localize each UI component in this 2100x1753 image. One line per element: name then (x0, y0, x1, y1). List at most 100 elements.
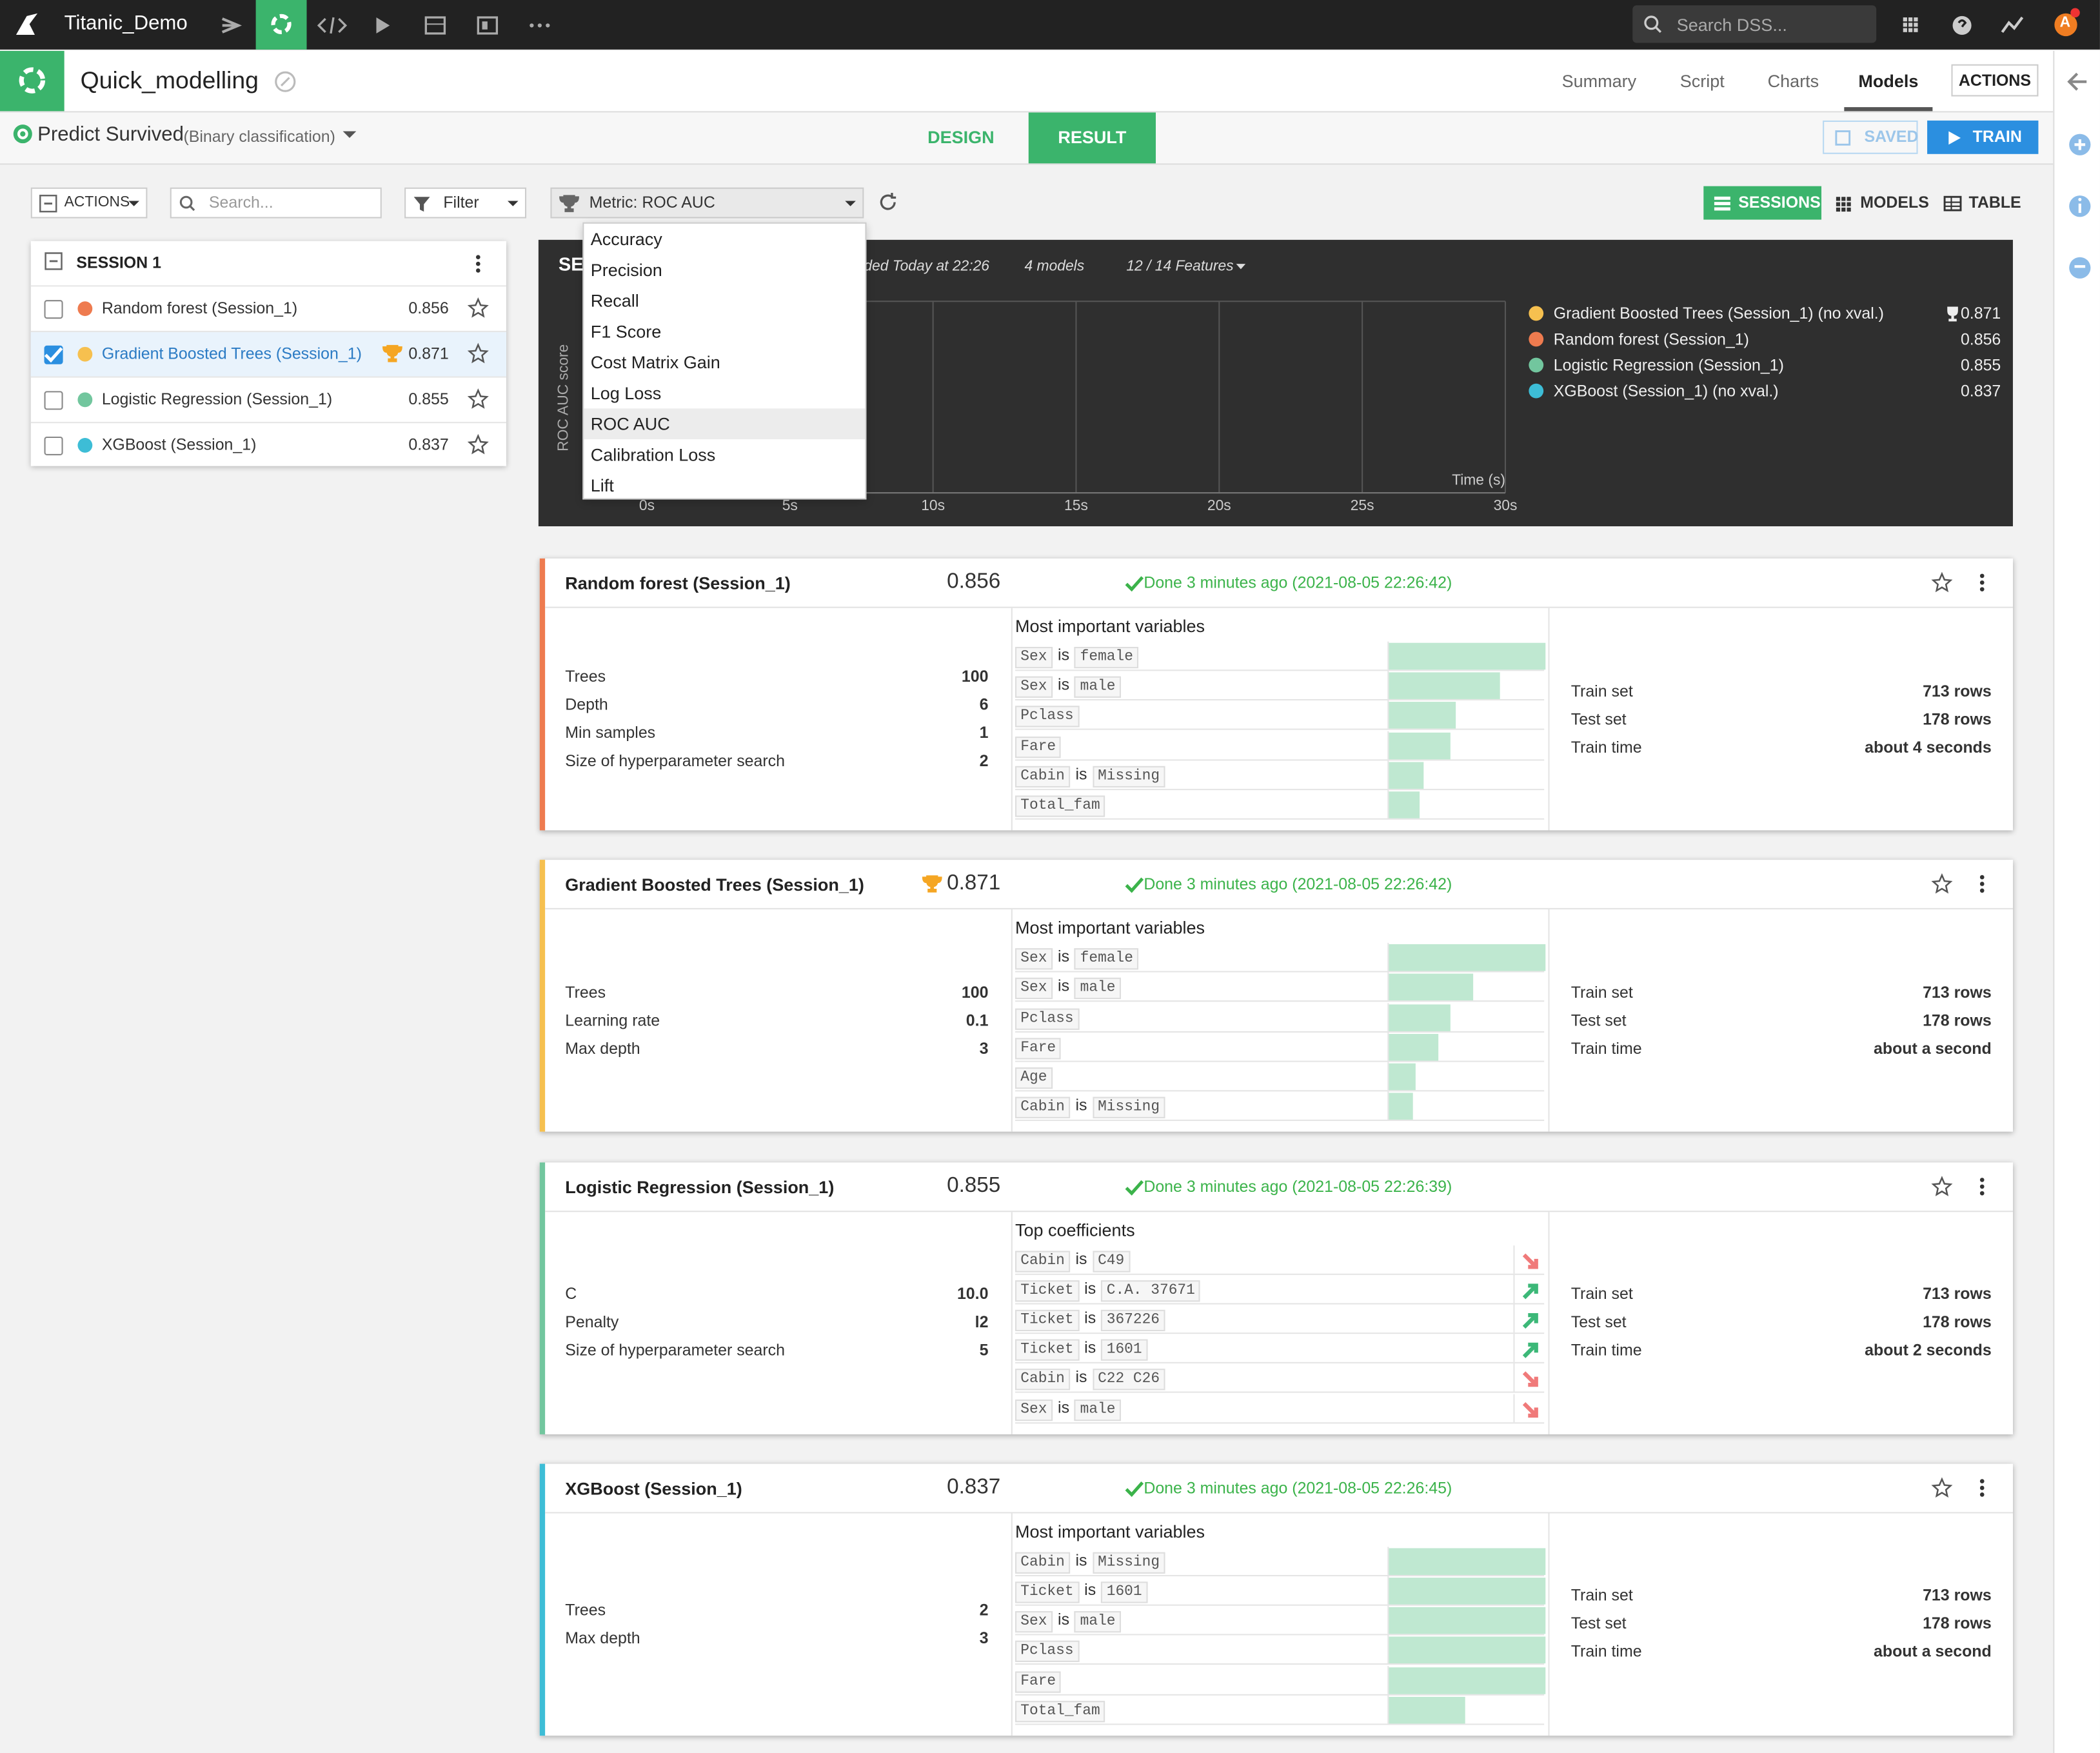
model-name[interactable]: Random forest (Session_1) (101, 299, 298, 318)
metric-select[interactable]: Metric: ROC AUC (550, 187, 864, 219)
session-row[interactable]: Random forest (Session_1) 0.856 (30, 285, 506, 331)
notification-dot (2070, 8, 2080, 17)
column-divider (1011, 608, 1013, 831)
star-icon[interactable] (1931, 571, 1953, 593)
search-ring (179, 195, 193, 209)
dots-icon[interactable] (468, 253, 489, 274)
model-name[interactable]: XGBoost (Session_1) (101, 435, 257, 454)
stat-value: about a second (1873, 1038, 1992, 1058)
star-icon[interactable] (1931, 873, 1953, 895)
metric-option[interactable]: Cost Matrix Gain (590, 352, 720, 373)
legend-name: Logistic Regression (Session_1) (1554, 356, 1784, 374)
model-score: 0.855 (947, 1174, 1001, 1197)
edit-icon[interactable] (273, 70, 297, 94)
filter-button[interactable]: Filter (404, 187, 527, 219)
variable-operator: is (1075, 764, 1087, 784)
model-dot (77, 346, 93, 362)
header-tab[interactable]: Models (1858, 71, 1919, 92)
model-status: Done 3 minutes ago (2021-08-05 22:26:42) (1144, 875, 1452, 894)
search-icon (179, 195, 195, 212)
variable-operator: is (1058, 645, 1070, 664)
search-field[interactable]: Search... (170, 187, 382, 219)
star-icon[interactable] (467, 433, 489, 455)
check-shape (44, 347, 63, 363)
caret-icon (507, 201, 519, 206)
metric-option[interactable]: Precision (590, 259, 662, 280)
actions-label: ACTIONS (64, 194, 130, 211)
variables-title: Most important variables (1015, 1521, 1205, 1541)
model-score: 0.855 (408, 390, 449, 409)
header-tab[interactable]: Script (1679, 71, 1725, 92)
view-button[interactable]: SESSIONS (1703, 186, 1822, 220)
model-name[interactable]: Gradient Boosted Trees (Session_1) (101, 344, 362, 363)
model-name[interactable]: Random forest (Session_1) (565, 573, 791, 593)
stat-label: Train set (1570, 1284, 1633, 1303)
star-icon[interactable] (467, 297, 489, 319)
legend-dot (1529, 306, 1544, 321)
dots-icon[interactable] (1972, 572, 1993, 593)
up-icon (1522, 1312, 1538, 1329)
metric-option[interactable]: Lift (590, 475, 614, 496)
header-tab[interactable]: Summary (1561, 71, 1637, 92)
dots-icon[interactable] (1972, 1175, 1993, 1196)
model-name[interactable]: Gradient Boosted Trees (Session_1) (565, 875, 864, 895)
star-icon[interactable] (467, 388, 489, 410)
session-row[interactable]: XGBoost (Session_1) 0.837 (30, 422, 506, 468)
caret-icon (128, 201, 139, 206)
project-name[interactable]: Titanic_Demo (64, 12, 188, 35)
card-divider (545, 1512, 2013, 1514)
checkbox[interactable] (44, 300, 63, 319)
model-score: 0.837 (947, 1476, 1001, 1499)
importance-track (1387, 700, 1389, 729)
model-name[interactable]: XGBoost (Session_1) (565, 1478, 742, 1499)
metric-option[interactable]: ROC AUC (584, 408, 866, 440)
view-button[interactable]: TABLE (1942, 186, 2023, 220)
variable-row: Ticket is 1601 (1015, 1334, 1545, 1364)
checkbox[interactable] (44, 345, 63, 364)
metric-option[interactable]: Calibration Loss (590, 444, 716, 465)
importance-track (1387, 1576, 1389, 1605)
metric-option[interactable]: Accuracy (590, 229, 662, 250)
chart-features: 12 / 14 Features (1126, 257, 1233, 273)
metric-option[interactable]: F1 Score (590, 321, 662, 342)
star-shape (467, 342, 489, 364)
stat-label: Train set (1570, 1586, 1633, 1605)
header-tab[interactable]: Charts (1767, 71, 1819, 92)
view-button[interactable]: MODELS (1834, 186, 1929, 220)
up-icon (1522, 1283, 1538, 1299)
dot (475, 268, 480, 273)
model-score: 0.871 (408, 344, 449, 363)
box (39, 194, 57, 213)
task-caret[interactable] (342, 128, 358, 142)
active-nav[interactable] (255, 0, 307, 50)
top-icons[interactable] (1895, 11, 2029, 41)
checkbox[interactable] (44, 436, 63, 456)
stat-value: 713 rows (1923, 680, 1992, 700)
sidebar-icons[interactable] (2054, 51, 2100, 319)
chart-models: 4 models (1025, 257, 1085, 273)
search-box[interactable] (1632, 5, 1877, 43)
refresh-icon[interactable] (877, 192, 898, 213)
dots-icon[interactable] (1972, 873, 1993, 895)
header-actions[interactable]: ACTIONS (1951, 64, 2039, 97)
checkbox[interactable] (44, 391, 63, 410)
dots-icon[interactable] (1972, 1477, 1993, 1498)
model-name[interactable]: Logistic Regression (Session_1) (565, 1176, 835, 1197)
session-row[interactable]: Gradient Boosted Trees (Session_1) 0.871 (30, 330, 506, 377)
session-row[interactable]: Logistic Regression (Session_1) 0.855 (30, 376, 506, 422)
star-icon[interactable] (467, 342, 489, 364)
mode-tab[interactable]: DESIGN (927, 127, 995, 148)
star-icon[interactable] (1931, 1477, 1953, 1498)
mode-tab[interactable]: RESULT (1028, 112, 1156, 164)
train-button[interactable]: TRAIN (1927, 120, 2039, 154)
nav-icons[interactable] (214, 11, 562, 41)
model-name[interactable]: Logistic Regression (Session_1) (101, 390, 333, 409)
actions-button[interactable]: ACTIONS (30, 187, 148, 219)
variable-row: Fare (1015, 1032, 1545, 1062)
legend-trophy (1947, 306, 1958, 322)
metric-option[interactable]: Recall (590, 290, 639, 311)
star-icon[interactable] (1931, 1175, 1953, 1196)
param-label: Min samples (565, 723, 656, 742)
metric-option[interactable]: Log Loss (590, 382, 662, 404)
importance-bar (1389, 1033, 1440, 1061)
